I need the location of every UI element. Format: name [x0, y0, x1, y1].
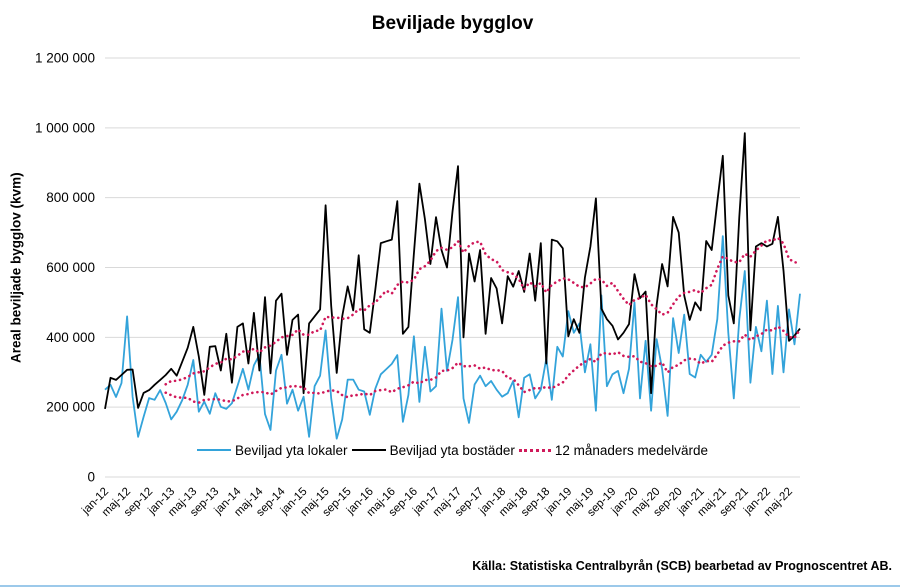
- y-tick-label: 1 000 000: [35, 120, 95, 135]
- y-tick-label: 800 000: [46, 190, 95, 205]
- legend-label: Beviljad yta lokaler: [235, 442, 348, 458]
- chart-legend: Beviljad yta lokaler Beviljad yta bostäde…: [105, 440, 800, 460]
- series-line-bostader: [104, 132, 801, 410]
- source-attribution: Källa: Statistiska Centralbyrån (SCB) be…: [472, 559, 892, 573]
- y-tick-label: 400 000: [46, 330, 95, 345]
- legend-marker-icon: [518, 448, 551, 452]
- legend-item-1: Beviljad yta bostäder: [351, 442, 515, 458]
- series-line-lokaler: [104, 235, 801, 440]
- legend-marker-icon: [197, 449, 231, 451]
- legend-marker-icon: [351, 449, 386, 451]
- bottom-divider: [0, 585, 900, 587]
- legend-label: 12 månaders medelvärde: [554, 442, 708, 458]
- y-tick-label: 0: [87, 470, 95, 485]
- chart-title: Beviljade bygglov: [371, 13, 534, 34]
- moving-average-line: [164, 236, 802, 386]
- y-tick-label: 600 000: [46, 260, 95, 275]
- y-tick-label: 200 000: [46, 400, 95, 415]
- legend-item-0: Beviljad yta lokaler: [197, 443, 348, 458]
- legend-item-2: 12 månaders medelvärde: [518, 442, 708, 458]
- y-tick-label: 1 200 000: [35, 51, 95, 66]
- legend-label: Beviljad yta bostäder: [389, 442, 515, 458]
- moving-average-line: [164, 325, 802, 405]
